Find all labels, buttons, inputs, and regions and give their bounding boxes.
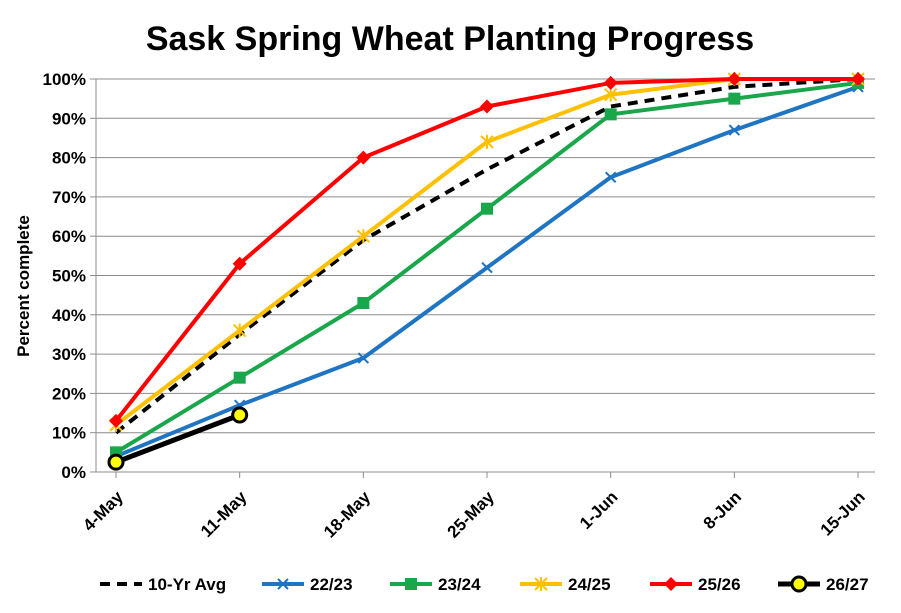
y-axis-label: Percent complete: [14, 215, 33, 357]
x-tick-labels: 4-May 11-May 18-May 25-May 1-Jun 8-Jun 15-Jun: [79, 472, 869, 542]
y-tick-labels: 0% 10% 20% 30% 40% 50% 60% 70% 80% 90% 100%: [43, 70, 86, 482]
legend-entry: 26/27: [778, 575, 869, 594]
y-tick-label: 50%: [52, 267, 86, 286]
legend-marker: [534, 577, 548, 591]
legend-label: 23/24: [438, 575, 481, 594]
data-point: [357, 352, 370, 364]
data-point: [109, 413, 123, 428]
data-point: [603, 87, 618, 102]
legend-label: 26/27: [826, 575, 869, 594]
y-tick-label: 10%: [52, 424, 86, 443]
legend-entry: 24/25: [520, 575, 611, 594]
data-point: [480, 99, 495, 114]
legend: 10-Yr Avg 22/23 23/24 24/25 25/26 26/27: [100, 575, 869, 594]
data-point: [357, 297, 370, 310]
legend-marker: [664, 577, 678, 591]
y-tick-label: 100%: [43, 70, 86, 89]
x-tick-label: 11-May: [197, 487, 251, 541]
legend-entry: 25/26: [650, 575, 741, 594]
legend-entry: 23/24: [390, 575, 481, 594]
data-point: [481, 261, 493, 274]
data-point: [232, 256, 247, 271]
series-10-yr-avg: [114, 77, 859, 435]
y-tick-label: 60%: [52, 227, 86, 246]
legend-label: 22/23: [310, 575, 353, 594]
legend-marker: [790, 575, 808, 593]
series: [107, 72, 866, 471]
data-point: [728, 92, 741, 105]
x-tick-label: 18-May: [320, 487, 375, 542]
legend-marker: [405, 578, 417, 590]
y-tick-label: 30%: [52, 345, 86, 364]
data-point: [232, 323, 247, 338]
data-point: [233, 371, 246, 384]
y-tick-label: 40%: [52, 306, 86, 325]
legend-label: 24/25: [568, 575, 611, 594]
y-tick-label: 0%: [61, 463, 86, 482]
data-point: [481, 202, 494, 215]
legend-marker: [277, 578, 289, 590]
x-tick-label: 1-Jun: [576, 487, 621, 532]
legend-label: 25/26: [698, 575, 741, 594]
data-point: [604, 108, 617, 121]
series-25-26: [109, 72, 866, 428]
y-tick-label: 70%: [52, 188, 86, 207]
grid-lines: [90, 78, 875, 473]
data-point: [356, 150, 371, 165]
legend-entry: 22/23: [262, 575, 353, 594]
series-line: [114, 77, 859, 427]
data-point: [727, 72, 742, 86]
chart-title: Sask Spring Wheat Planting Progress: [146, 20, 754, 58]
y-tick-label: 90%: [52, 109, 86, 128]
data-point: [603, 75, 618, 90]
data-point: [728, 124, 741, 136]
series-line: [114, 77, 859, 423]
data-point: [356, 229, 371, 244]
data-point: [851, 72, 866, 86]
legend-label: 10-Yr Avg: [148, 575, 226, 594]
data-point: [604, 171, 617, 183]
data-point: [107, 453, 125, 471]
legend-entry: 10-Yr Avg: [100, 575, 226, 594]
x-tick-label: 4-May: [79, 487, 127, 535]
y-tick-label: 20%: [52, 384, 86, 403]
series-26-27: [107, 406, 249, 471]
x-tick-label: 15-Jun: [817, 487, 869, 539]
y-tick-label: 80%: [52, 149, 86, 168]
x-tick-label: 8-Jun: [700, 487, 745, 532]
series-line: [115, 412, 241, 465]
series-line: [114, 77, 859, 435]
data-point: [480, 134, 494, 149]
data-point: [231, 406, 249, 424]
x-tick-label: 25-May: [444, 487, 499, 542]
